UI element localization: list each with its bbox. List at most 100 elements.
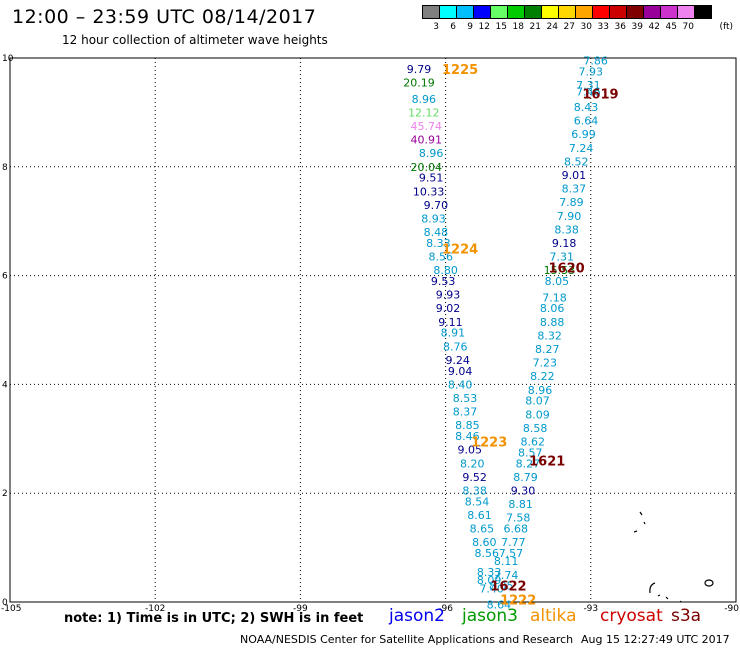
- swh-value: 9.11: [438, 316, 463, 329]
- swh-value: 7.24: [569, 142, 594, 155]
- swh-value: 7.18: [542, 291, 567, 304]
- swh-value: 8.64: [487, 599, 512, 612]
- legend-label: 39: [631, 22, 643, 32]
- swh-value: 8.43: [574, 101, 599, 114]
- legend-label: 27: [563, 22, 575, 32]
- swh-value: 8.46: [455, 430, 480, 443]
- legend-label: 21: [529, 22, 541, 32]
- swh-value: 8.65: [470, 523, 495, 536]
- lon-tick-label: -93: [583, 604, 598, 614]
- swh-value: 8.33: [477, 566, 502, 579]
- page-subtitle: 12 hour collection of altimeter wave hei…: [62, 33, 328, 47]
- swh-value: 6.99: [571, 128, 596, 141]
- map-tick-labels: -105 -102 -99 -96 -93 -90 0 2 4 6 8 10: [1, 54, 739, 614]
- swh-value: 8.33: [426, 237, 451, 250]
- swh-value: 8.57: [518, 446, 543, 459]
- swh-value: 8.27: [516, 457, 541, 470]
- lon-tick-label: -102: [145, 604, 165, 614]
- lon-tick-label: -96: [438, 604, 453, 614]
- lat-tick-label: 4: [2, 380, 8, 390]
- swh-value: 8.96: [412, 93, 437, 106]
- legend-unit: (ft): [719, 22, 733, 32]
- pass-time-label: 1620: [549, 261, 585, 276]
- pass-time-labels: 1225 1224 1223 1222 1619 1620 1621 1622: [442, 63, 619, 608]
- swh-value: 8.20: [460, 457, 485, 470]
- footer-note: note: 1) Time is in UTC; 2) SWH is in fe…: [64, 611, 364, 626]
- pass-time-label: 1619: [582, 87, 618, 102]
- swh-value: 20.19: [403, 76, 435, 89]
- swh-value: 8.05: [545, 275, 570, 288]
- swh-value: 7.46: [576, 86, 601, 99]
- swh-value: 8.85: [455, 419, 480, 432]
- page-title: 12:00 – 23:59 UTC 08/14/2017: [12, 6, 317, 28]
- swh-value: 7.86: [583, 55, 608, 68]
- swh-value: 40.91: [410, 134, 442, 147]
- swh-value: 8.37: [562, 183, 587, 196]
- pass-time-label: 1225: [442, 63, 478, 78]
- swh-value: 8.07: [525, 395, 550, 408]
- mission-label: jason3: [462, 606, 518, 626]
- swh-value: 8.11: [494, 555, 519, 568]
- swh-value: 7.57: [499, 547, 524, 560]
- swh-value: 9.04: [448, 365, 473, 378]
- swh-value: 7.93: [579, 66, 604, 79]
- swh-value: 7.74: [494, 569, 519, 582]
- swh-value: 8.58: [523, 422, 548, 435]
- legend-label: 70: [682, 22, 694, 32]
- map-frame: [9, 57, 737, 603]
- swh-value: 9.01: [562, 169, 587, 182]
- swh-value: 8.48: [424, 226, 449, 239]
- pass-time-label: 1222: [500, 593, 536, 608]
- generated-timestamp: Aug 15 12:27:49 UTC 2017: [581, 633, 730, 646]
- legend-label: 30: [580, 22, 592, 32]
- swh-value: 7.58: [506, 512, 531, 525]
- legend-label: 42: [648, 22, 660, 32]
- mission-label: s3a: [671, 606, 702, 626]
- legend-label: 6: [450, 22, 456, 32]
- swh-value: 9.18: [552, 237, 577, 250]
- swh-value: 9.30: [511, 484, 536, 497]
- swh-value: 8.96: [528, 384, 553, 397]
- swh-value: 8.96: [419, 147, 444, 160]
- swh-value: 8.61: [467, 509, 492, 522]
- swh-value: 7.77: [501, 536, 526, 549]
- swh-value: 8.62: [520, 436, 545, 449]
- pass-time-label: 1224: [442, 242, 478, 257]
- swh-value: 8.09: [477, 574, 502, 587]
- swh-value: 8.54: [465, 495, 490, 508]
- swh-value: 8.91: [441, 327, 466, 340]
- swh-value: 8.32: [537, 329, 562, 342]
- swh-value: 12.12: [408, 106, 440, 119]
- pass-time-label: 1223: [471, 436, 507, 451]
- swh-value: 8.38: [554, 223, 579, 236]
- swh-value: 8.37: [453, 406, 478, 419]
- swh-value: 8.79: [513, 471, 538, 484]
- swh-value: 9.05: [458, 444, 483, 457]
- swh-value: 8.93: [421, 212, 446, 225]
- mission-label: cryosat: [600, 606, 663, 626]
- swh-value: 9.70: [424, 199, 449, 212]
- legend-label: 15: [495, 22, 507, 32]
- mission-label: jason2: [389, 606, 445, 626]
- swh-value: 8.06: [540, 302, 565, 315]
- swh-value: 8.40: [448, 378, 473, 391]
- pass-time-label: 1622: [490, 580, 526, 595]
- swh-value: 9.24: [445, 354, 470, 367]
- pass-time-label: 1621: [529, 455, 565, 470]
- swh-value: 9.02: [436, 302, 461, 315]
- swh-value: 10.33: [413, 185, 445, 198]
- lat-tick-label: 10: [2, 54, 14, 64]
- swh-value: 20.04: [410, 161, 442, 174]
- coastline-islands: [633, 511, 714, 603]
- swh-value: 7.40: [479, 582, 504, 595]
- swh-value: 8.22: [530, 370, 555, 383]
- swh-value: 7.90: [557, 210, 582, 223]
- swh-value: 9.52: [462, 471, 487, 484]
- legend-label: 24: [546, 22, 558, 32]
- swh-value: 9.79: [407, 63, 432, 76]
- swh-value: 8.27: [535, 343, 560, 356]
- swh-value: 7.31: [576, 79, 601, 92]
- legend-label: 33: [597, 22, 609, 32]
- mission-label: altika: [530, 606, 577, 626]
